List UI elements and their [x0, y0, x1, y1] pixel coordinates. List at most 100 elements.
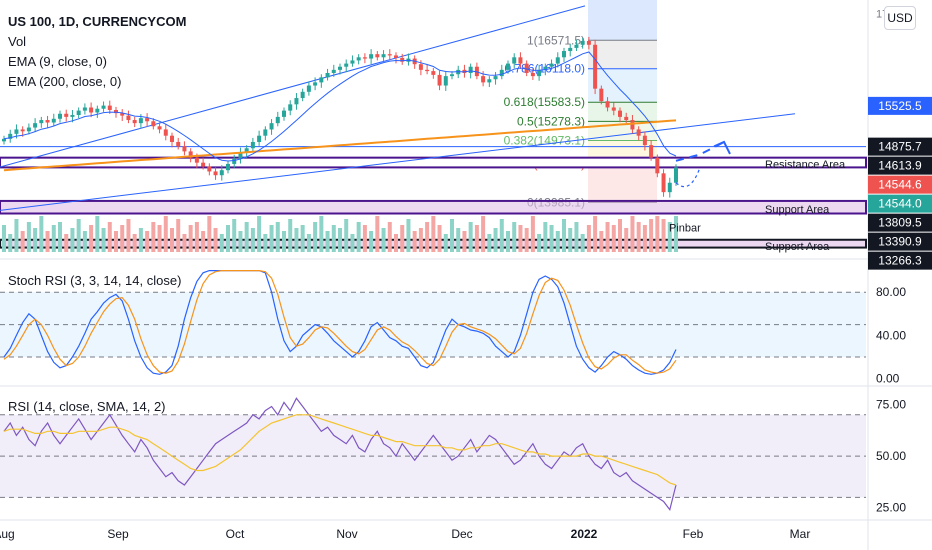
- price-marker-label: 14613.9: [878, 159, 922, 173]
- candle-body: [263, 129, 268, 136]
- volume-bar: [437, 225, 442, 252]
- candle-body: [443, 76, 448, 86]
- candle-body: [89, 107, 94, 113]
- candle-body: [425, 69, 430, 72]
- candle-body: [537, 69, 542, 77]
- trend-line: [0, 113, 796, 211]
- volume-bar: [338, 228, 342, 252]
- volume-bar: [649, 219, 654, 252]
- candle-body: [574, 44, 579, 48]
- time-axis-label: Aug: [0, 527, 15, 541]
- currency-button[interactable]: USD: [884, 6, 916, 30]
- candle-body: [244, 148, 249, 153]
- volume-bar: [593, 216, 598, 252]
- candle-body: [101, 105, 106, 109]
- candle-body: [655, 157, 660, 174]
- volume-bar: [101, 228, 106, 252]
- indicator-ema200[interactable]: EMA (200, close, 0): [8, 74, 122, 89]
- volume-bar: [400, 225, 405, 252]
- annotation-label: Support Area: [765, 241, 830, 253]
- volume-bar: [76, 219, 81, 252]
- volume-bar: [263, 234, 268, 252]
- volume-bar: [194, 222, 199, 252]
- stoch-rsi-title[interactable]: Stoch RSI (3, 3, 14, 14, close): [8, 273, 182, 288]
- fib-zone-top: [588, 0, 657, 41]
- volume-bar: [319, 216, 324, 252]
- volume-bar: [605, 222, 610, 252]
- volume-bar: [213, 228, 218, 252]
- candle-body: [257, 135, 262, 142]
- volume-bar: [568, 228, 573, 252]
- volume-bar: [331, 225, 336, 252]
- volume-bar: [126, 219, 131, 252]
- candle-body: [369, 54, 374, 59]
- volume-bar: [406, 219, 411, 252]
- annotation-label: Pinbar: [669, 223, 701, 235]
- indicator-vol[interactable]: Vol: [8, 34, 27, 49]
- volume-bar: [530, 216, 535, 252]
- candle-body: [70, 115, 75, 117]
- volume-bar: [667, 222, 672, 252]
- volume-bar: [226, 225, 230, 252]
- volume-bar: [642, 225, 647, 252]
- candle-body: [493, 76, 498, 80]
- candle-body: [2, 138, 6, 142]
- candle-body: [145, 118, 150, 122]
- candle-body: [325, 72, 330, 78]
- volume-bar: [618, 219, 622, 252]
- volume-bar: [132, 234, 137, 252]
- volume-bar: [244, 222, 249, 252]
- volume-bar: [487, 234, 492, 252]
- candle-body: [151, 121, 156, 127]
- candle-body: [26, 127, 31, 132]
- volume-bar: [82, 231, 87, 252]
- candle-body: [232, 158, 237, 164]
- volume-bar: [282, 231, 286, 252]
- volume-bar: [33, 228, 38, 252]
- volume-bar: [512, 222, 517, 252]
- price-marker-label: 14544.0: [878, 197, 922, 211]
- candle-body: [33, 123, 38, 128]
- volume-bar: [51, 225, 56, 252]
- candle-body: [250, 141, 255, 149]
- candle-body: [562, 51, 566, 58]
- volume-bar: [344, 219, 349, 252]
- volume-bar: [45, 231, 50, 252]
- candle-body: [431, 71, 436, 75]
- volume-bar: [537, 234, 542, 252]
- candle-body: [95, 108, 100, 113]
- fib-level-label: 0.618(15583.5): [504, 95, 585, 109]
- candle-body: [387, 54, 392, 56]
- volume-bar: [412, 231, 417, 252]
- candle-body: [338, 66, 342, 70]
- candle-body: [624, 116, 629, 121]
- volume-bar: [636, 222, 641, 252]
- volume-bar: [325, 231, 330, 252]
- candle-body: [674, 167, 678, 183]
- stoch-d-line: [3, 270, 677, 374]
- symbol-title[interactable]: US 100, 1D, CURRENCYCOM: [8, 14, 187, 29]
- candle-body: [350, 60, 355, 64]
- candle-body: [51, 118, 56, 123]
- rsi-tick-label: 50.00: [876, 449, 906, 463]
- fib-zone: [588, 68, 657, 103]
- candle-body: [269, 123, 274, 130]
- time-axis-label: Nov: [336, 527, 357, 541]
- indicator-ema9[interactable]: EMA (9, close, 0): [8, 54, 107, 69]
- candle-body: [207, 166, 212, 172]
- candle-body: [194, 157, 199, 163]
- price-marker: [868, 194, 932, 213]
- volume-bar: [145, 231, 150, 252]
- volume-bar: [2, 225, 6, 252]
- candle-body: [188, 151, 193, 158]
- candle-body: [331, 69, 336, 73]
- price-marker: [868, 213, 932, 232]
- price-marker: [868, 96, 932, 115]
- projection-arrowhead: [713, 140, 731, 155]
- trend-line: [0, 5, 586, 168]
- volume-bar: [499, 219, 504, 252]
- rsi-title[interactable]: RSI (14, close, SMA, 14, 2): [8, 399, 166, 414]
- candle-body: [636, 129, 641, 136]
- rsi-tick-label: 75.00: [876, 397, 906, 411]
